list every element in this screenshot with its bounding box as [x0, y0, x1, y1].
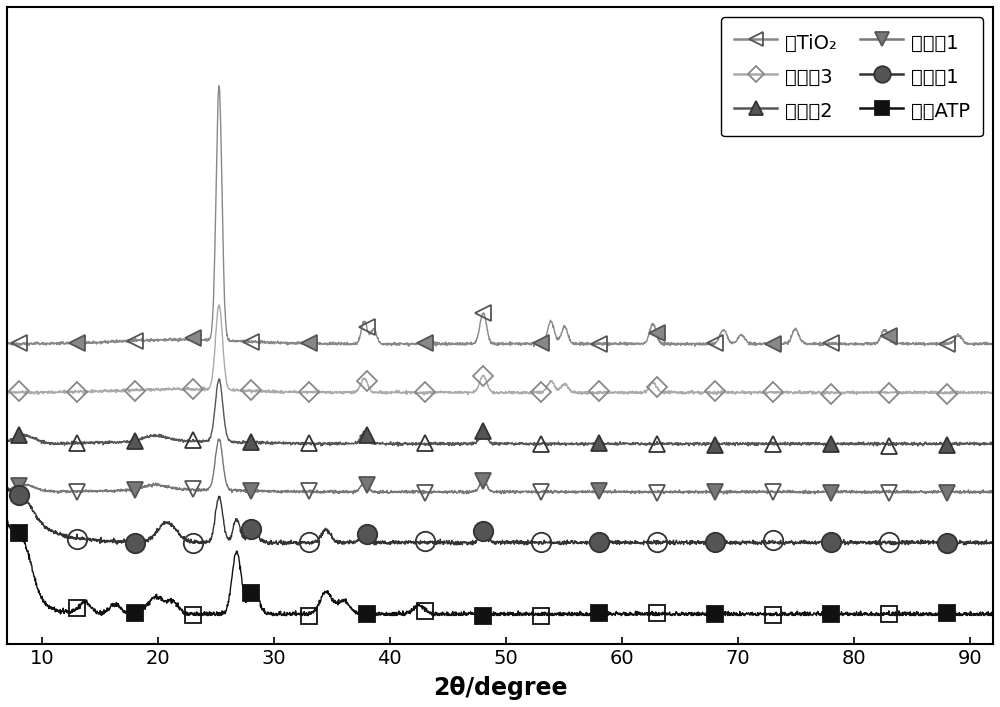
X-axis label: 2θ/degree: 2θ/degree — [433, 676, 567, 700]
Legend: 纯TiO₂, 实施例3, 实施例2, 实施例1, 对比例1, 原始ATP: 纯TiO₂, 实施例3, 实施例2, 实施例1, 对比例1, 原始ATP — [721, 17, 983, 136]
